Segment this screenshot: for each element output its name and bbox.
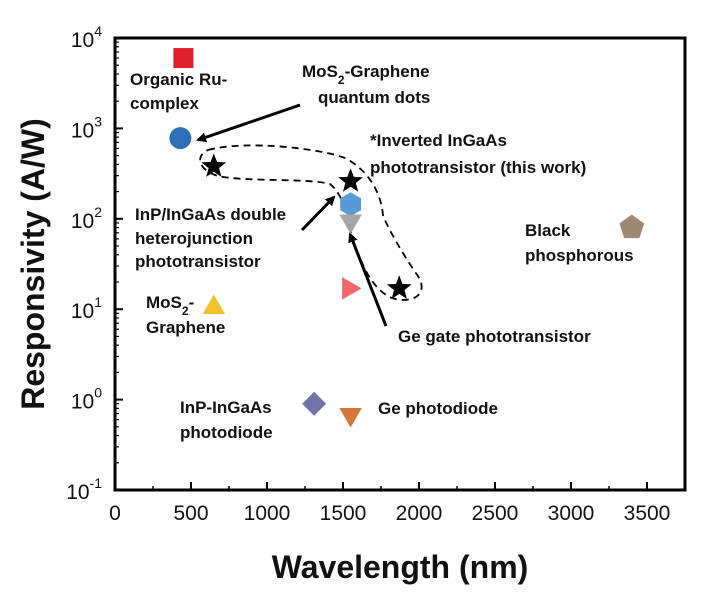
- data-point-star: [338, 168, 363, 192]
- data-point-square: [173, 48, 194, 69]
- label-mos2-graphene-line1: MoS2-: [146, 293, 194, 318]
- label-black-phosphorous-line1: Black: [525, 221, 571, 240]
- label-inp-ingaas-pd-line2: photodiode: [180, 423, 273, 442]
- y-tick-label: 101: [71, 294, 102, 323]
- x-tick-label: 2000: [396, 502, 443, 525]
- data-point-pentagon: [619, 214, 645, 239]
- y-tick-label: 100: [71, 385, 102, 414]
- label-organic-ru-line2: complex: [130, 94, 200, 113]
- x-tick-label: 0: [109, 502, 121, 525]
- data-point-triangle-down: [339, 408, 362, 428]
- label-ge-photodiode: Ge photodiode: [378, 399, 498, 418]
- x-tick-label: 500: [173, 502, 208, 525]
- label-mos2-graphene-line2: Graphene: [146, 318, 225, 337]
- x-axis-title: Wavelength (nm): [272, 549, 529, 585]
- data-point-triangle-down: [339, 214, 362, 234]
- data-point-triangle-right: [342, 277, 362, 300]
- y-tick-label: 102: [71, 204, 102, 233]
- data-markers: [169, 48, 645, 428]
- data-point-diamond: [302, 391, 327, 416]
- label-mos2-qd-line1: MoS2-Graphene: [302, 62, 430, 87]
- y-tick-label: 103: [71, 113, 102, 142]
- x-tick-label: 1500: [320, 502, 367, 525]
- x-tick-label: 3000: [548, 502, 595, 525]
- y-tick-label: 10-1: [66, 475, 102, 504]
- x-tick-label: 1000: [244, 502, 291, 525]
- data-point-star: [386, 275, 412, 299]
- arrow-ge-gate: [348, 232, 388, 327]
- plot-area: [113, 36, 687, 492]
- data-point-circle: [169, 127, 192, 150]
- label-dhbt-line3: phototransistor: [135, 252, 261, 271]
- data-point-star: [201, 153, 227, 177]
- label-dhbt-line1: InP/InGaAs double: [135, 205, 286, 224]
- y-axis-ticks: 10-1 100 101 102 103 104: [66, 23, 123, 504]
- label-organic-ru-line1: Organic Ru-: [130, 70, 227, 89]
- arrow-dhbt: [300, 195, 336, 232]
- x-tick-label: 2500: [472, 502, 519, 525]
- label-inp-ingaas-pd-line1: InP-InGaAs: [180, 398, 272, 417]
- data-point-hexagon: [340, 192, 361, 217]
- label-mos2-qd-line2: quantum dots: [318, 88, 430, 107]
- y-axis-title: Responsivity (A/W): [15, 118, 51, 410]
- arrow-mos2-qd: [196, 103, 301, 143]
- label-inverted-line1: *Inverted InGaAs: [370, 131, 507, 150]
- label-dhbt-line2: heterojunction: [135, 229, 253, 248]
- x-tick-label: 3500: [624, 502, 671, 525]
- label-black-phosphorous-line2: phosphorous: [525, 246, 634, 265]
- label-ge-gate: Ge gate phototransistor: [398, 327, 591, 346]
- data-point-triangle-up: [202, 294, 226, 314]
- label-inverted-line2: phototransistor (this work): [370, 158, 586, 177]
- annotations: Organic Ru- complex MoS2-Graphene quantu…: [130, 62, 634, 442]
- x-axis-ticks: 0 500 1000 1500 2000 2500 3000 3500: [109, 482, 670, 525]
- y-tick-label: 104: [71, 23, 102, 52]
